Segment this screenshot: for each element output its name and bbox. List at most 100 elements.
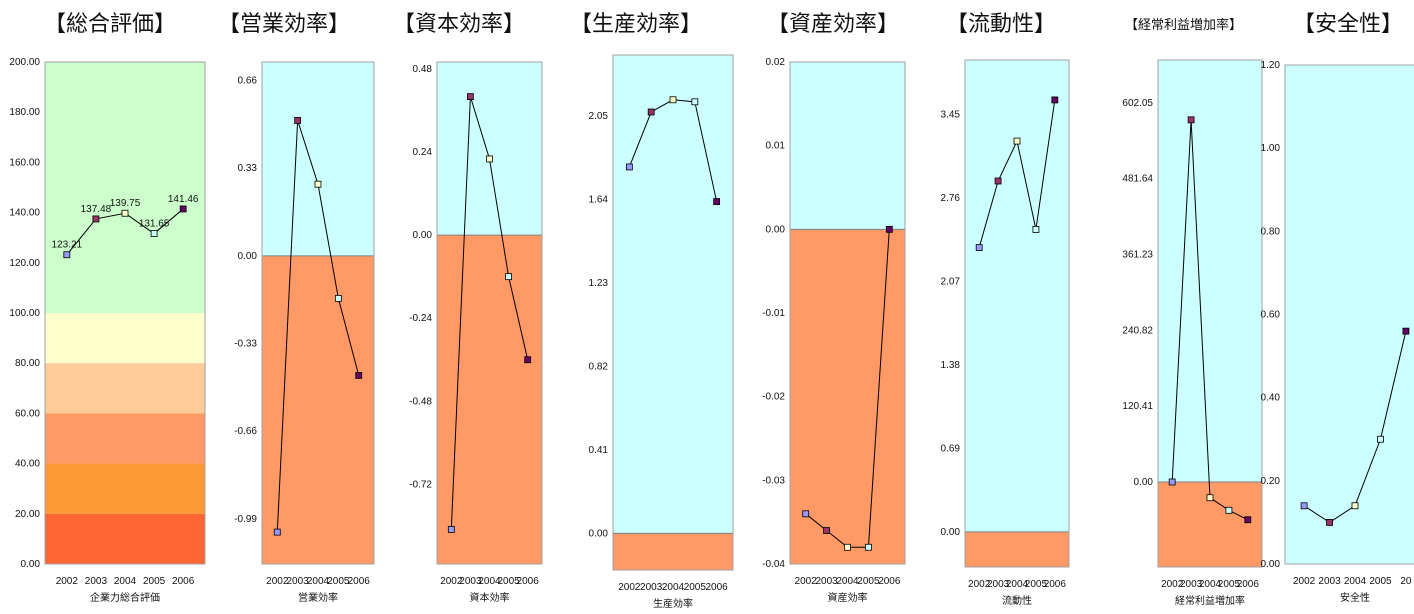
x-tick-label: 2004 (1199, 579, 1222, 590)
y-tick-label: -0.24 (409, 313, 432, 324)
data-point-2002 (447, 525, 455, 533)
x-tick-label: 2002 (56, 576, 79, 587)
x-tick-label: 2004 (662, 582, 685, 593)
plot-frame (261, 61, 375, 565)
data-point-2004 (1351, 502, 1359, 510)
data-point-2006 (179, 205, 187, 213)
y-tick-label: 1.38 (941, 360, 961, 371)
band-5 (45, 513, 205, 564)
title-ryudosei: 【流動性】 (946, 12, 1057, 37)
y-tick-label: 1.23 (589, 278, 609, 289)
y-tick-label: 2.76 (941, 193, 961, 204)
x-tick-label: 2005 (1218, 579, 1241, 590)
title-anzensei: 【安全性】 (1293, 12, 1404, 37)
y-tick-label: 0.02 (766, 57, 786, 68)
x-axis-label: 生産効率 (653, 597, 693, 610)
title-keijo-rieki: 【経常利益増加率】 (1125, 18, 1243, 33)
x-tick-label: 2006 (1044, 579, 1067, 590)
y-tick-label: 160.00 (9, 157, 40, 168)
y-tick-label: 120.41 (1122, 401, 1153, 412)
data-point-2004 (844, 543, 851, 551)
y-tick-label: 602.05 (1122, 98, 1153, 109)
x-tick-label: 2006 (1237, 579, 1260, 590)
x-tick-label: 2004 (307, 576, 330, 587)
data-label: 137.48 (81, 204, 112, 215)
x-tick-label: 2005 (1369, 576, 1392, 587)
x-tick-label: 2006 (706, 582, 729, 593)
y-tick-label: -0.01 (762, 308, 785, 319)
data-point-2004 (1206, 494, 1214, 502)
chart-panel-2: -0.99-0.66-0.330.000.330.662002200320042… (234, 61, 375, 604)
title-seisan-koritsu: 【生産効率】 (570, 12, 703, 37)
title-eigyo-koritsu: 【営業効率】 (218, 12, 351, 37)
data-point-2002 (625, 163, 633, 171)
plot-frame (436, 61, 543, 565)
x-tick-label: 2004 (478, 576, 501, 587)
y-tick-label: 0.00 (941, 527, 961, 538)
positive-zone (965, 60, 1069, 532)
data-point-2003 (294, 117, 302, 124)
data-point-2002 (1300, 502, 1308, 510)
x-tick-label: 2005 (1025, 579, 1048, 590)
data-point-2004 (486, 155, 493, 163)
data-point-2004 (1013, 137, 1021, 145)
x-tick-label: 2006 (172, 576, 195, 587)
y-tick-label: 120.00 (9, 258, 40, 269)
positive-zone (1158, 60, 1262, 482)
negative-zone (965, 531, 1069, 567)
x-tick-label: 2003 (815, 576, 838, 587)
data-point-2006 (885, 225, 893, 233)
x-tick-label: 2003 (85, 576, 108, 587)
y-tick-label: 2.07 (941, 276, 961, 287)
y-tick-label: -0.99 (234, 514, 257, 525)
y-tick-label: -0.04 (762, 559, 785, 570)
data-point-2003 (647, 108, 655, 116)
y-tick-label: 60.00 (15, 408, 40, 419)
x-tick-label: 2004 (1344, 576, 1367, 587)
x-axis-label: 企業力総合評価 (90, 591, 160, 604)
y-tick-label: 0.66 (238, 76, 258, 87)
y-tick-label: 0.48 (413, 64, 433, 75)
x-tick-label: 2002 (266, 576, 289, 587)
data-point-2002 (802, 510, 810, 518)
data-point-2006 (524, 356, 532, 364)
y-tick-label: -0.66 (234, 426, 257, 437)
negative-zone (437, 235, 542, 564)
plot-frame (612, 54, 734, 571)
x-tick-label: 2006 (517, 576, 540, 587)
x-tick-label: 2004 (836, 576, 859, 587)
data-label: 131.65 (139, 219, 170, 230)
chart-panel-3: -0.72-0.48-0.240.000.240.482002200320042… (409, 61, 543, 604)
x-tick-label: 2005 (857, 576, 880, 587)
data-point-2003 (467, 93, 474, 101)
y-tick-label: 1.20 (1261, 60, 1281, 71)
band-3 (45, 413, 205, 464)
y-tick-label: 361.23 (1122, 249, 1153, 260)
y-tick-label: 2.05 (589, 111, 609, 122)
data-point-2004 (314, 180, 322, 188)
band-4 (45, 463, 205, 514)
data-point-2006 (355, 372, 363, 379)
chart-panel-5: -0.04 -0.03 -0.02 -0.01 0.00 0.01 0.02 20022003… (762, 57, 906, 604)
x-axis-label: 資本効率 (470, 591, 510, 604)
y-tick-label: 0.00 (1261, 559, 1281, 570)
data-point-2002 (273, 528, 281, 536)
y-tick-label: 0.00 (766, 224, 786, 235)
plot-frame (1284, 64, 1414, 565)
y-tick-label: 0.20 (1261, 476, 1281, 487)
data-point-2006 (1244, 516, 1252, 524)
positive-zone (262, 62, 374, 256)
y-tick-label: 80.00 (15, 358, 40, 369)
y-tick-label: 240.82 (1122, 325, 1153, 336)
data-point-2005 (1032, 226, 1040, 233)
data-label: 123.21 (52, 240, 83, 251)
x-tick-label: 2005 (327, 576, 350, 587)
plot-frame (789, 61, 906, 565)
x-tick-label: 2003 (640, 582, 663, 593)
x-tick-label: 2003 (459, 576, 482, 587)
y-tick-label: 180.00 (9, 107, 40, 118)
title-sogo-hyoka: 【総合評価】 (44, 12, 177, 37)
title-shisan-koritsu: 【資産効率】 (767, 12, 900, 37)
y-tick-label: 100.00 (9, 308, 40, 319)
